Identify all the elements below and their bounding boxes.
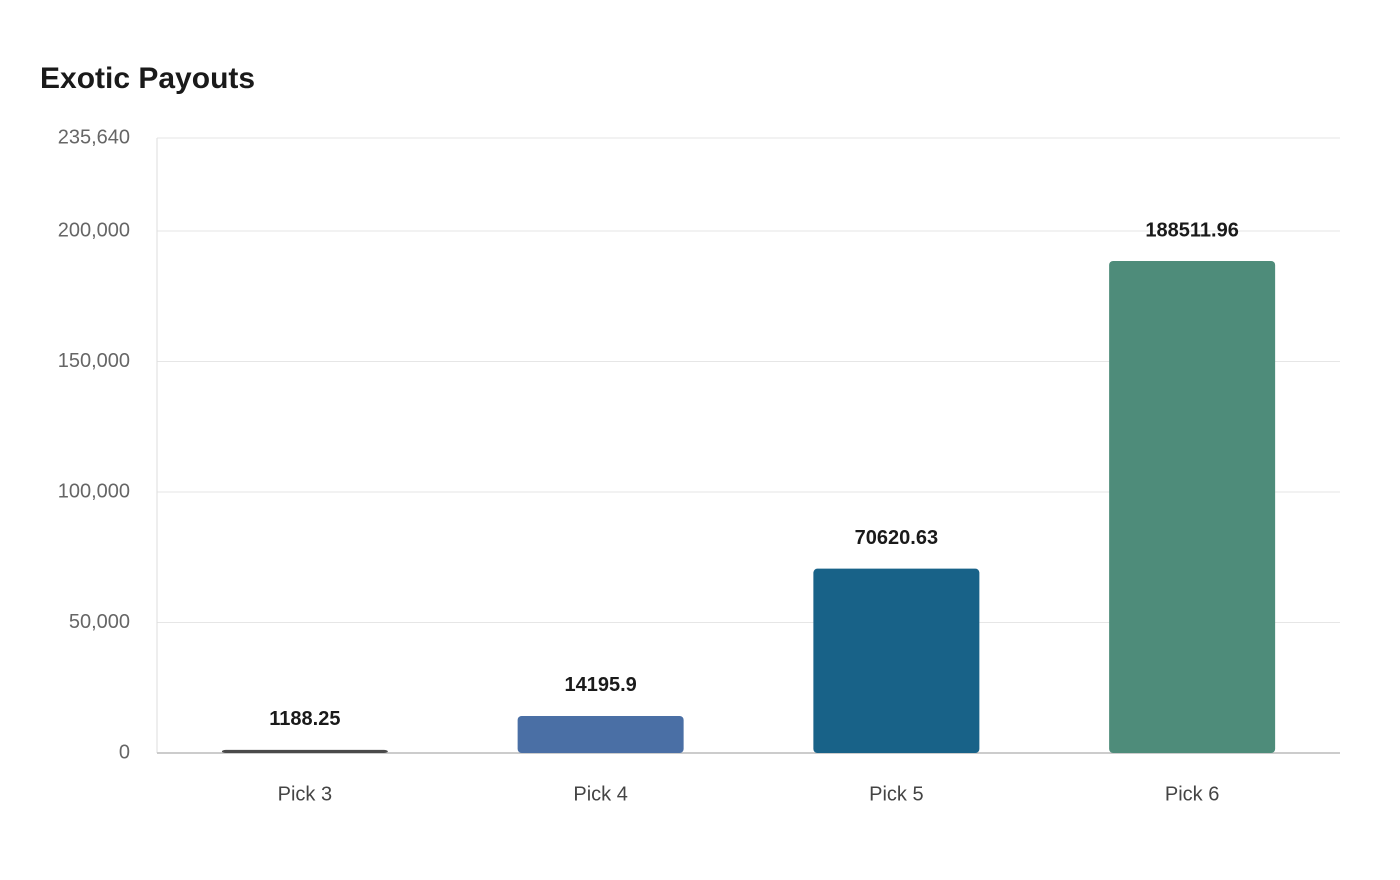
y-tick-label: 0 xyxy=(119,741,130,763)
value-label: 188511.96 xyxy=(1145,219,1238,241)
bar xyxy=(1109,261,1276,753)
chart-title: Exotic Payouts xyxy=(40,62,255,95)
x-tick-label: Pick 6 xyxy=(1165,783,1219,805)
bar xyxy=(221,749,388,753)
value-label: 14195.9 xyxy=(564,674,636,696)
x-tick-label: Pick 5 xyxy=(869,783,923,805)
y-tick-label: 50,000 xyxy=(69,611,130,633)
x-tick-label: Pick 3 xyxy=(278,783,332,805)
y-tick-label: 235,640 xyxy=(58,126,130,148)
y-tick-label: 100,000 xyxy=(58,480,130,502)
bar xyxy=(517,715,684,753)
bar xyxy=(813,568,980,753)
x-tick-label: Pick 4 xyxy=(573,783,627,805)
value-label: 70620.63 xyxy=(855,527,938,549)
value-label: 1188.25 xyxy=(269,708,340,730)
y-tick-label: 200,000 xyxy=(58,219,130,241)
y-tick-label: 150,000 xyxy=(58,350,130,372)
